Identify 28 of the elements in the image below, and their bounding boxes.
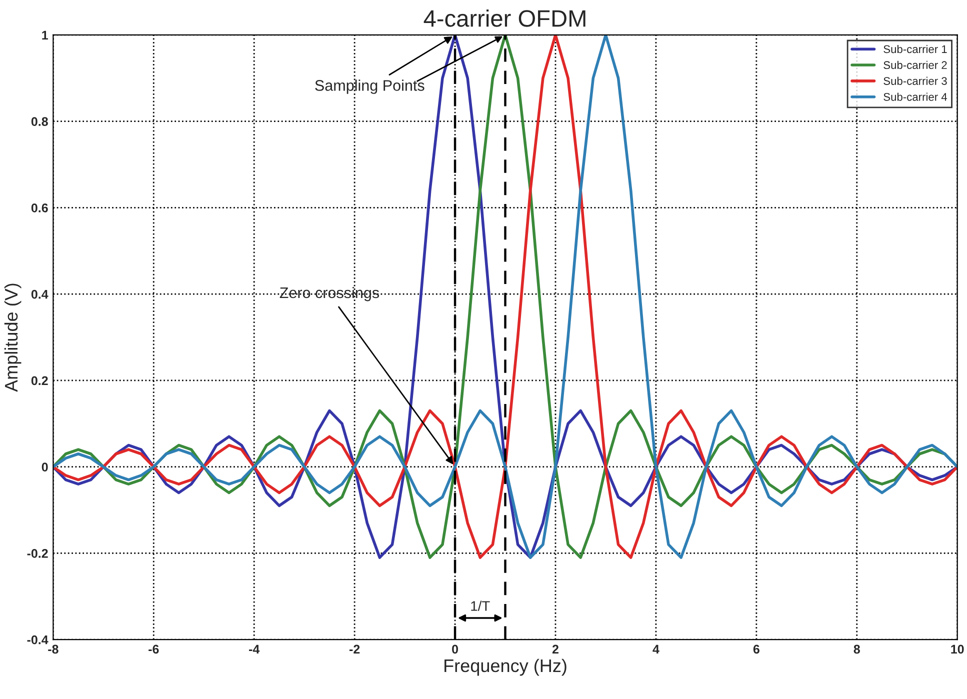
x-tick-label: 10	[951, 644, 964, 654]
legend-label: Sub-carrier 1	[884, 44, 947, 54]
y-tick-label: 1	[42, 30, 48, 40]
x-axis-title: Frequency (Hz)	[444, 658, 566, 676]
x-tick-label: 8	[854, 644, 860, 654]
y-tick-label: 0.6	[31, 204, 48, 212]
x-tick-label: 4	[652, 644, 660, 654]
y-tick-label: 0.8	[31, 117, 48, 126]
annotation: Zero crossings	[280, 286, 379, 302]
y-axis-title: Amplitude (V)	[4, 284, 22, 392]
annotation: 1/T	[471, 600, 490, 611]
x-tick-label: 0	[452, 644, 458, 654]
x-tick-label: 2	[552, 644, 558, 654]
legend-label: Sub-carrier 4	[884, 92, 948, 101]
x-tick-label: -2	[350, 644, 360, 654]
legend-label: Sub-carrier 2	[884, 60, 947, 70]
y-tick-label: 0.4	[31, 290, 48, 299]
y-tick-label: 0	[42, 462, 48, 472]
annotation: Sampling Points	[315, 80, 424, 94]
chart-title: 4-carrier OFDM	[424, 10, 586, 27]
x-tick-label: -6	[148, 644, 159, 654]
x-tick-label: 6	[753, 644, 760, 654]
y-tick-label: 0.2	[31, 376, 48, 386]
legend-label: Sub-carrier 3	[884, 76, 947, 85]
y-tick-label: -0.2	[27, 549, 48, 558]
x-tick-label: -4	[249, 644, 260, 654]
x-tick-label: -8	[48, 644, 58, 654]
y-tick-label: -0.4	[27, 635, 48, 644]
